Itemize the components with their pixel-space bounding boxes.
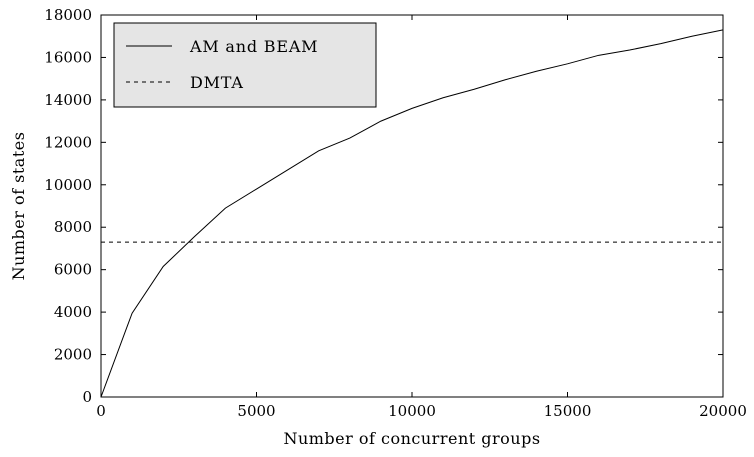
- series-group: [100, 29, 724, 398]
- x-tick-label: 15000: [544, 402, 592, 420]
- x-tick-label: 5000: [237, 402, 275, 420]
- y-tick-label: 8000: [54, 218, 92, 236]
- y-tick-label: 0: [82, 388, 92, 406]
- axes: 0 5000 10000 15000 20000 0 2000 4000 6000 8000 100…: [44, 6, 747, 420]
- legend-label-dmta: DMTA: [190, 73, 244, 92]
- y-tick-label: 18000: [44, 6, 92, 24]
- series-line-am-and-beam: [100, 29, 724, 398]
- x-tick-label: 0: [96, 402, 106, 420]
- y-tick-label: 12000: [44, 133, 92, 151]
- y-axis-title: Number of states: [9, 132, 28, 281]
- x-axis-title: Number of concurrent groups: [283, 429, 540, 448]
- legend-box: [113, 22, 377, 108]
- x-tick-label: 10000: [388, 402, 436, 420]
- y-tick-label: 14000: [44, 91, 92, 109]
- y-tick-label: 6000: [54, 261, 92, 279]
- legend-label-am-and-beam: AM and BEAM: [189, 37, 318, 56]
- legend: AM and BEAM DMTA: [113, 22, 377, 108]
- y-tick-label: 4000: [54, 303, 92, 321]
- x-tick-label: 20000: [699, 402, 747, 420]
- y-tick-label: 16000: [44, 48, 92, 66]
- y-tick-label: 2000: [54, 346, 92, 364]
- y-tick-label: 10000: [44, 176, 92, 194]
